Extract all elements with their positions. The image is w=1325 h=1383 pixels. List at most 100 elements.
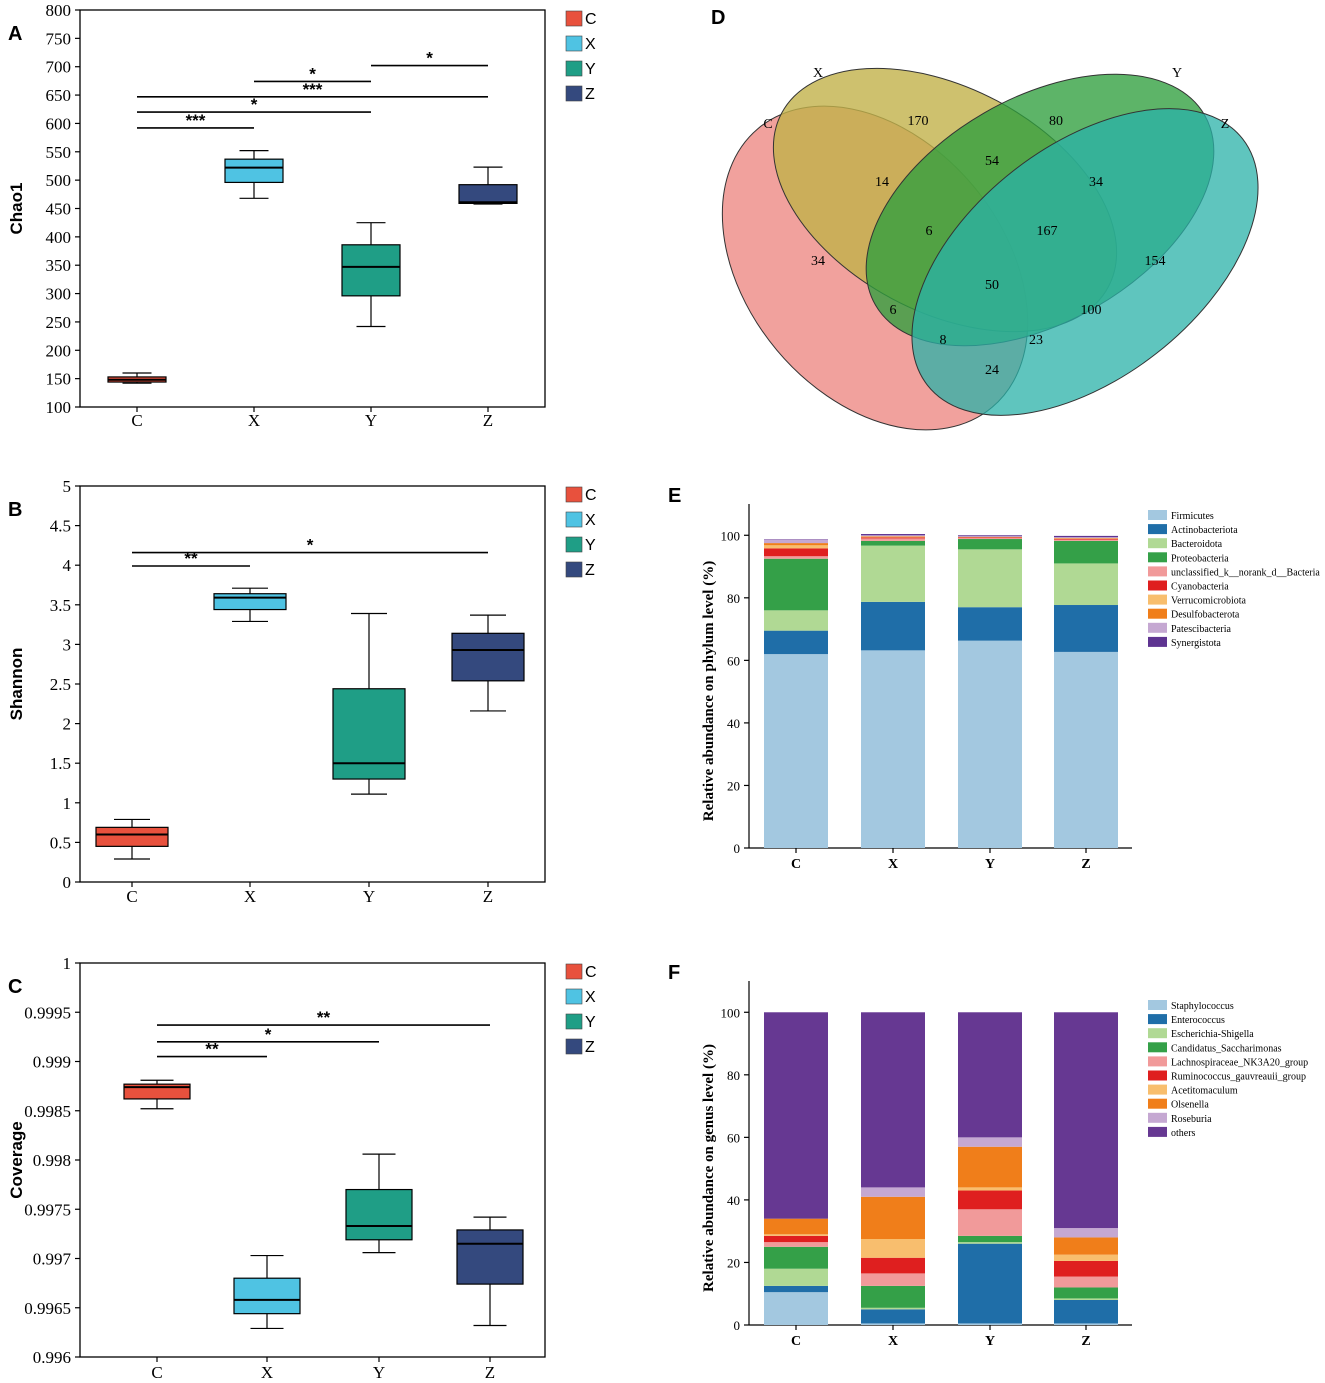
y-tick-label: 100: [721, 1005, 741, 1020]
y-axis-label: Shannon: [7, 648, 26, 721]
box-x: [233, 1254, 301, 1330]
legend-label: Roseburia: [1171, 1114, 1212, 1125]
significance-label: *: [426, 49, 433, 68]
legend-label: others: [1171, 1128, 1196, 1139]
legend-swatch: [1148, 524, 1167, 535]
x-tick-label: C: [126, 887, 137, 906]
x-tick-label: Z: [485, 1363, 495, 1382]
panel-label: D: [711, 7, 725, 29]
legend-label: Staphylococcus: [1171, 1001, 1234, 1012]
y-tick-label: 0: [734, 841, 741, 856]
y-tick-label: 80: [727, 1068, 740, 1083]
bar-segment: [958, 538, 1022, 540]
bar-segment: [861, 601, 925, 651]
y-tick-label: 0.996: [33, 1348, 71, 1367]
venn-count-cxy: 6: [926, 224, 933, 239]
bar-segment: [861, 1309, 925, 1324]
venn-count-cy: 6: [890, 303, 897, 318]
legend-label: Verrucomicrobiota: [1171, 596, 1247, 607]
iqr-box: [213, 593, 287, 611]
venn-count-xy: 54: [985, 154, 999, 169]
x-tick-label: X: [888, 1334, 898, 1349]
legend-swatch: [565, 1038, 583, 1055]
y-tick-label: 80: [727, 591, 740, 606]
panel-label: F: [668, 962, 680, 984]
legend-label: Synergistota: [1171, 638, 1221, 649]
y-tick-label: 0.999: [33, 1053, 71, 1072]
y-tick-label: 3: [63, 635, 72, 654]
bar-segment: [764, 1268, 828, 1286]
stacked-bar-z: [1054, 535, 1118, 848]
legend-label: unclassified_k__norank_d__Bacteria: [1171, 567, 1320, 578]
x-tick-label: Y: [373, 1363, 385, 1382]
legend-label: Firmicutes: [1171, 511, 1214, 522]
legend-label: C: [585, 487, 597, 504]
legend-swatch: [565, 85, 583, 102]
bar-segment: [764, 543, 828, 546]
bar-segment: [1054, 539, 1118, 541]
y-tick-label: 4.5: [50, 517, 71, 536]
legend-swatch: [1148, 580, 1167, 591]
bar-segment: [1054, 1298, 1118, 1300]
box-y: [332, 612, 406, 795]
legend-swatch: [1148, 1042, 1167, 1053]
legend-label: X: [585, 989, 596, 1006]
bar-segment: [861, 534, 925, 536]
iqr-box: [332, 688, 406, 780]
boxplot-panel-c: C 0.996 0.9965 0.997 0.9975 0.998 0.9985 0.999 0…: [7, 954, 597, 1382]
bar-segment: [958, 1323, 1022, 1325]
significance-label: *: [251, 95, 258, 114]
stacked-bar-z: [1054, 1012, 1118, 1325]
legend-label: Candidatus_Saccharimonas: [1171, 1043, 1282, 1054]
legend-label: Olsenella: [1171, 1100, 1209, 1111]
bar-segment: [1054, 1254, 1118, 1261]
iqr-box: [456, 1229, 524, 1285]
venn-count-cxz: 8: [940, 333, 947, 348]
iqr-box: [451, 632, 525, 682]
box-y: [345, 1153, 413, 1254]
x-tick-label: X: [888, 857, 898, 872]
bar-segment: [861, 650, 925, 848]
y-tick-label: 500: [46, 171, 72, 190]
stacked-bar-x: [861, 534, 925, 848]
y-tick-label: 0: [734, 1318, 741, 1333]
y-tick-label: 300: [46, 285, 72, 304]
plot-frame: [79, 962, 546, 1358]
x-tick-label: Z: [1081, 857, 1090, 872]
y-tick-label: 550: [46, 143, 72, 162]
legend-swatch: [565, 963, 583, 980]
stacked-bar-y: [958, 1012, 1022, 1325]
x-tick-label: Y: [363, 887, 375, 906]
bar-segment: [764, 1234, 828, 1236]
bar-segment: [861, 1012, 925, 1188]
venn-set-z: [911, 108, 1259, 416]
bar-segment: [1054, 539, 1118, 540]
x-tick-label: Z: [483, 411, 493, 430]
bar-segment: [958, 1146, 1022, 1188]
x-tick-label: X: [244, 887, 256, 906]
bar-segment: [958, 536, 1022, 537]
y-tick-label: 450: [46, 200, 72, 219]
bar-segment: [1054, 1299, 1118, 1324]
bar-segment: [1054, 540, 1118, 564]
y-tick-label: 150: [46, 370, 72, 389]
legend-swatch: [1148, 608, 1167, 619]
bar-segment: [861, 545, 925, 602]
y-tick-label: 4: [63, 556, 72, 575]
box-z: [451, 614, 525, 712]
bar-segment: [764, 630, 828, 655]
bar-segment: [861, 1307, 925, 1310]
y-tick-label: 40: [727, 1193, 740, 1208]
legend-label: C: [585, 964, 597, 981]
bar-segment: [764, 548, 828, 557]
x-tick-label: X: [248, 411, 260, 430]
y-tick-label: 1: [63, 794, 72, 813]
venn-set-label: X: [813, 66, 823, 81]
y-axis-label: Relative abundance on genus level (%): [701, 1044, 717, 1292]
legend-label: Desulfobacterota: [1171, 610, 1240, 621]
y-tick-label: 0.9975: [24, 1200, 71, 1219]
y-tick-label: 100: [721, 528, 741, 543]
venn-count-cz: 24: [985, 363, 999, 378]
venn-set-label: C: [763, 117, 772, 132]
significance-label: **: [184, 549, 198, 568]
